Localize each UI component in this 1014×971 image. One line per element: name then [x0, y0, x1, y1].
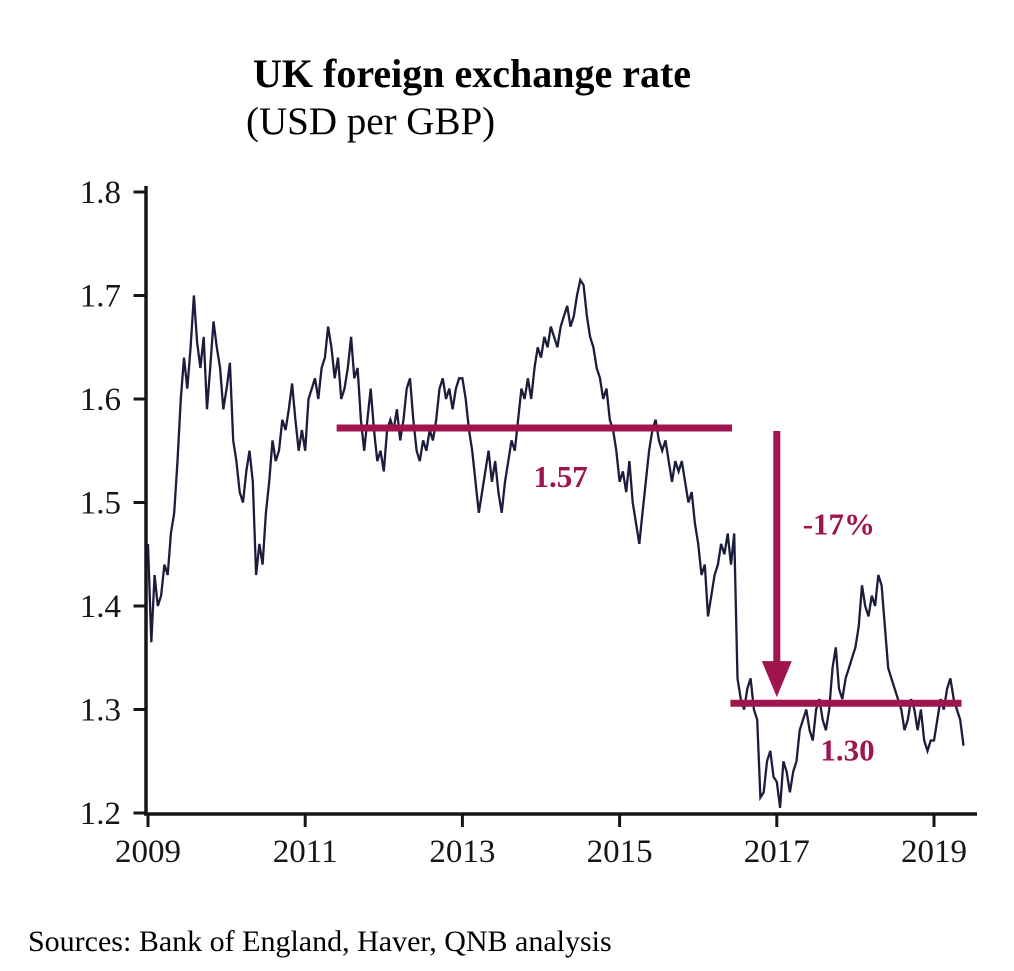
x-axis-tick-label: 2011	[273, 834, 338, 870]
x-axis-tick-label: 2019	[901, 834, 967, 870]
drop_arrow-head-icon	[761, 661, 792, 698]
x-axis-tick-label: 2009	[115, 834, 181, 870]
y-axis-tick-label: 1.6	[80, 382, 121, 418]
post_brexit_level-label: 1.30	[820, 732, 874, 767]
chart-title: UK foreign exchange rate	[253, 51, 692, 96]
x-axis-tick-label: 2015	[587, 834, 653, 870]
y-axis-tick-label: 1.8	[80, 175, 121, 211]
title-block: UK foreign exchange rate (USD per GBP)	[246, 50, 692, 147]
y-axis-tick-label: 1.7	[80, 279, 121, 315]
exchange-rate-series-line	[146, 277, 965, 808]
x-axis-tick-label: 2013	[429, 834, 495, 870]
y-axis-tick-label: 1.3	[80, 693, 121, 729]
drop_arrow-label: -17%	[803, 507, 875, 542]
y-axis-tick-label: 1.5	[80, 486, 121, 522]
x-axis-tick-label: 2017	[744, 834, 810, 870]
source-note: Sources: Bank of England, Haver, QNB ana…	[28, 925, 612, 958]
y-axis-tick-label: 1.4	[80, 589, 121, 625]
pre_brexit_level-label: 1.57	[534, 459, 588, 494]
chart-subtitle: (USD per GBP)	[246, 100, 496, 143]
y-axis-tick-label: 1.2	[80, 796, 121, 832]
